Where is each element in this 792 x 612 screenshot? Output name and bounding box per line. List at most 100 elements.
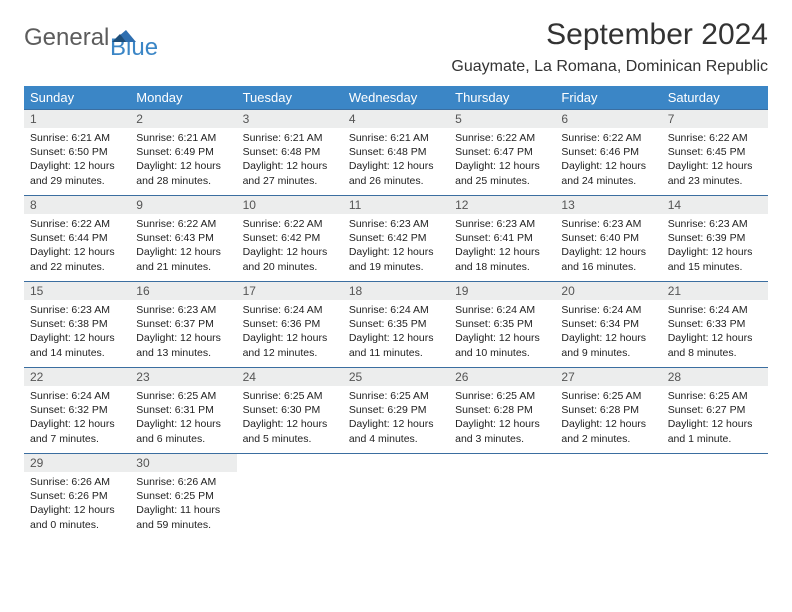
calendar-cell: 26Sunrise: 6:25 AMSunset: 6:28 PMDayligh… [449,368,555,454]
weekday-header: Thursday [449,86,555,110]
day-body: Sunrise: 6:23 AMSunset: 6:37 PMDaylight:… [130,300,236,364]
calendar-cell-empty [662,454,768,540]
day-body: Sunrise: 6:24 AMSunset: 6:33 PMDaylight:… [662,300,768,364]
weekday-header: Friday [555,86,661,110]
calendar-cell: 3Sunrise: 6:21 AMSunset: 6:48 PMDaylight… [237,110,343,196]
day-number: 4 [343,110,449,128]
day-number: 21 [662,282,768,300]
calendar-cell: 23Sunrise: 6:25 AMSunset: 6:31 PMDayligh… [130,368,236,454]
day-body: Sunrise: 6:25 AMSunset: 6:30 PMDaylight:… [237,386,343,450]
day-number: 7 [662,110,768,128]
calendar-cell: 24Sunrise: 6:25 AMSunset: 6:30 PMDayligh… [237,368,343,454]
day-body: Sunrise: 6:23 AMSunset: 6:38 PMDaylight:… [24,300,130,364]
day-number: 27 [555,368,661,386]
weekday-header: Tuesday [237,86,343,110]
day-body: Sunrise: 6:24 AMSunset: 6:32 PMDaylight:… [24,386,130,450]
day-number: 11 [343,196,449,214]
day-number: 2 [130,110,236,128]
day-number: 30 [130,454,236,472]
calendar-cell: 15Sunrise: 6:23 AMSunset: 6:38 PMDayligh… [24,282,130,368]
day-body: Sunrise: 6:21 AMSunset: 6:48 PMDaylight:… [343,128,449,192]
day-body: Sunrise: 6:25 AMSunset: 6:28 PMDaylight:… [555,386,661,450]
day-number: 5 [449,110,555,128]
day-body: Sunrise: 6:22 AMSunset: 6:46 PMDaylight:… [555,128,661,192]
day-body: Sunrise: 6:22 AMSunset: 6:43 PMDaylight:… [130,214,236,278]
day-number: 19 [449,282,555,300]
day-number: 22 [24,368,130,386]
day-body: Sunrise: 6:26 AMSunset: 6:26 PMDaylight:… [24,472,130,536]
day-body: Sunrise: 6:22 AMSunset: 6:45 PMDaylight:… [662,128,768,192]
day-number: 29 [24,454,130,472]
weekday-header: Sunday [24,86,130,110]
day-number: 28 [662,368,768,386]
calendar-cell: 14Sunrise: 6:23 AMSunset: 6:39 PMDayligh… [662,196,768,282]
calendar-cell: 28Sunrise: 6:25 AMSunset: 6:27 PMDayligh… [662,368,768,454]
day-body: Sunrise: 6:21 AMSunset: 6:49 PMDaylight:… [130,128,236,192]
location: Guaymate, La Romana, Dominican Republic [451,58,768,76]
day-number: 18 [343,282,449,300]
calendar-cell: 21Sunrise: 6:24 AMSunset: 6:33 PMDayligh… [662,282,768,368]
day-number: 3 [237,110,343,128]
calendar-cell: 7Sunrise: 6:22 AMSunset: 6:45 PMDaylight… [662,110,768,196]
day-body: Sunrise: 6:24 AMSunset: 6:34 PMDaylight:… [555,300,661,364]
calendar-cell: 20Sunrise: 6:24 AMSunset: 6:34 PMDayligh… [555,282,661,368]
day-number: 9 [130,196,236,214]
day-number: 13 [555,196,661,214]
calendar-cell: 17Sunrise: 6:24 AMSunset: 6:36 PMDayligh… [237,282,343,368]
day-number: 15 [24,282,130,300]
weekday-header: Wednesday [343,86,449,110]
calendar-cell: 19Sunrise: 6:24 AMSunset: 6:35 PMDayligh… [449,282,555,368]
calendar-cell-empty [343,454,449,540]
day-number: 23 [130,368,236,386]
day-number: 20 [555,282,661,300]
calendar-row: 22Sunrise: 6:24 AMSunset: 6:32 PMDayligh… [24,368,768,454]
calendar-cell: 30Sunrise: 6:26 AMSunset: 6:25 PMDayligh… [130,454,236,540]
calendar-cell-empty [449,454,555,540]
calendar-row: 8Sunrise: 6:22 AMSunset: 6:44 PMDaylight… [24,196,768,282]
day-body: Sunrise: 6:23 AMSunset: 6:39 PMDaylight:… [662,214,768,278]
calendar-row: 15Sunrise: 6:23 AMSunset: 6:38 PMDayligh… [24,282,768,368]
logo-text-general: General [24,24,109,52]
day-body: Sunrise: 6:23 AMSunset: 6:41 PMDaylight:… [449,214,555,278]
calendar-cell-empty [237,454,343,540]
calendar-cell: 16Sunrise: 6:23 AMSunset: 6:37 PMDayligh… [130,282,236,368]
day-number: 26 [449,368,555,386]
day-body: Sunrise: 6:23 AMSunset: 6:40 PMDaylight:… [555,214,661,278]
day-body: Sunrise: 6:25 AMSunset: 6:31 PMDaylight:… [130,386,236,450]
day-body: Sunrise: 6:21 AMSunset: 6:50 PMDaylight:… [24,128,130,192]
calendar-cell: 4Sunrise: 6:21 AMSunset: 6:48 PMDaylight… [343,110,449,196]
day-body: Sunrise: 6:22 AMSunset: 6:42 PMDaylight:… [237,214,343,278]
calendar-cell: 6Sunrise: 6:22 AMSunset: 6:46 PMDaylight… [555,110,661,196]
day-number: 8 [24,196,130,214]
day-number: 14 [662,196,768,214]
day-number: 12 [449,196,555,214]
calendar-cell: 1Sunrise: 6:21 AMSunset: 6:50 PMDaylight… [24,110,130,196]
day-number: 25 [343,368,449,386]
day-number: 17 [237,282,343,300]
month-title: September 2024 [451,18,768,52]
day-number: 6 [555,110,661,128]
calendar-cell: 27Sunrise: 6:25 AMSunset: 6:28 PMDayligh… [555,368,661,454]
day-body: Sunrise: 6:25 AMSunset: 6:27 PMDaylight:… [662,386,768,450]
logo-mark-icon [112,28,138,49]
weekday-header: Monday [130,86,236,110]
day-body: Sunrise: 6:25 AMSunset: 6:28 PMDaylight:… [449,386,555,450]
calendar-table: Sunday Monday Tuesday Wednesday Thursday… [24,86,768,540]
day-body: Sunrise: 6:24 AMSunset: 6:36 PMDaylight:… [237,300,343,364]
calendar-cell: 22Sunrise: 6:24 AMSunset: 6:32 PMDayligh… [24,368,130,454]
calendar-cell: 11Sunrise: 6:23 AMSunset: 6:42 PMDayligh… [343,196,449,282]
day-body: Sunrise: 6:25 AMSunset: 6:29 PMDaylight:… [343,386,449,450]
calendar-row: 1Sunrise: 6:21 AMSunset: 6:50 PMDaylight… [24,110,768,196]
day-body: Sunrise: 6:23 AMSunset: 6:42 PMDaylight:… [343,214,449,278]
day-number: 1 [24,110,130,128]
header: General Blue September 2024 Guaymate, La… [24,18,768,76]
calendar-cell: 13Sunrise: 6:23 AMSunset: 6:40 PMDayligh… [555,196,661,282]
calendar-row: 29Sunrise: 6:26 AMSunset: 6:26 PMDayligh… [24,454,768,540]
day-body: Sunrise: 6:22 AMSunset: 6:44 PMDaylight:… [24,214,130,278]
calendar-cell: 8Sunrise: 6:22 AMSunset: 6:44 PMDaylight… [24,196,130,282]
logo: General Blue [24,18,144,70]
calendar-cell: 18Sunrise: 6:24 AMSunset: 6:35 PMDayligh… [343,282,449,368]
weekday-header: Saturday [662,86,768,110]
calendar-cell: 12Sunrise: 6:23 AMSunset: 6:41 PMDayligh… [449,196,555,282]
calendar-cell: 25Sunrise: 6:25 AMSunset: 6:29 PMDayligh… [343,368,449,454]
